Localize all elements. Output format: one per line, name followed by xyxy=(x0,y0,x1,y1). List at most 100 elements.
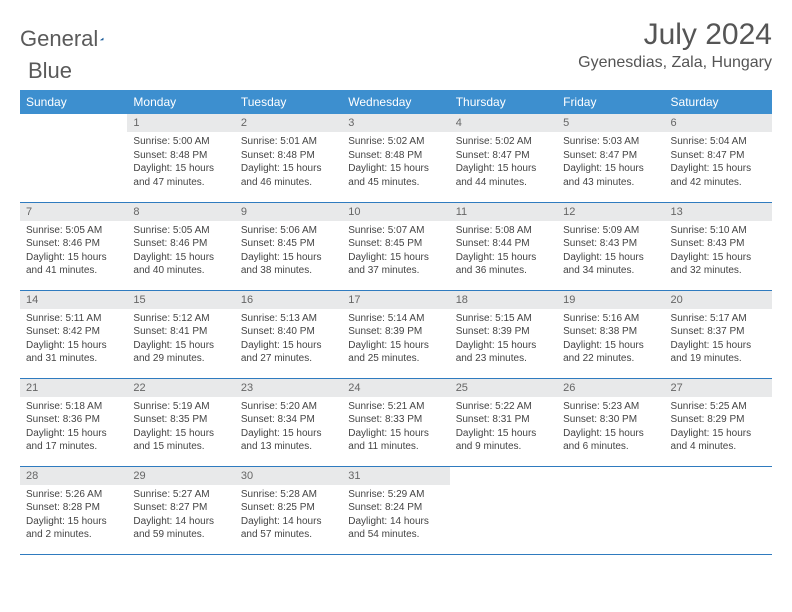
location: Gyenesdias, Zala, Hungary xyxy=(578,54,772,72)
calendar-day-cell: 8Sunrise: 5:05 AMSunset: 8:46 PMDaylight… xyxy=(127,202,234,290)
sunrise-line: Sunrise: 5:29 AM xyxy=(348,488,443,502)
sunset-line: Sunset: 8:38 PM xyxy=(563,325,658,339)
day-number: 23 xyxy=(235,379,342,397)
day-number: 8 xyxy=(127,203,234,221)
daylight-line: Daylight: 15 hours and 4 minutes. xyxy=(671,427,766,454)
day-number: 28 xyxy=(20,467,127,485)
weekday-header: Friday xyxy=(557,90,664,114)
sunrise-line: Sunrise: 5:13 AM xyxy=(241,312,336,326)
day-number: 11 xyxy=(450,203,557,221)
sunrise-line: Sunrise: 5:02 AM xyxy=(348,135,443,149)
calendar-day-cell: 31Sunrise: 5:29 AMSunset: 8:24 PMDayligh… xyxy=(342,466,449,554)
day-number: 30 xyxy=(235,467,342,485)
daylight-line: Daylight: 15 hours and 42 minutes. xyxy=(671,162,766,189)
daylight-line: Daylight: 15 hours and 23 minutes. xyxy=(456,339,551,366)
calendar-day-cell xyxy=(20,114,127,202)
sunset-line: Sunset: 8:48 PM xyxy=(348,149,443,163)
day-content: Sunrise: 5:04 AMSunset: 8:47 PMDaylight:… xyxy=(665,132,772,193)
sunset-line: Sunset: 8:43 PM xyxy=(671,237,766,251)
sunrise-line: Sunrise: 5:16 AM xyxy=(563,312,658,326)
day-number: 4 xyxy=(450,114,557,132)
daylight-line: Daylight: 15 hours and 31 minutes. xyxy=(26,339,121,366)
sunset-line: Sunset: 8:39 PM xyxy=(456,325,551,339)
daylight-line: Daylight: 15 hours and 34 minutes. xyxy=(563,251,658,278)
calendar-day-cell: 5Sunrise: 5:03 AMSunset: 8:47 PMDaylight… xyxy=(557,114,664,202)
daylight-line: Daylight: 15 hours and 11 minutes. xyxy=(348,427,443,454)
day-number: 21 xyxy=(20,379,127,397)
sunset-line: Sunset: 8:47 PM xyxy=(563,149,658,163)
daylight-line: Daylight: 15 hours and 46 minutes. xyxy=(241,162,336,189)
day-number: 12 xyxy=(557,203,664,221)
day-content: Sunrise: 5:17 AMSunset: 8:37 PMDaylight:… xyxy=(665,309,772,370)
daylight-line: Daylight: 15 hours and 13 minutes. xyxy=(241,427,336,454)
calendar-day-cell xyxy=(450,466,557,554)
day-number: 16 xyxy=(235,291,342,309)
sunset-line: Sunset: 8:33 PM xyxy=(348,413,443,427)
daylight-line: Daylight: 15 hours and 47 minutes. xyxy=(133,162,228,189)
sunset-line: Sunset: 8:34 PM xyxy=(241,413,336,427)
sunrise-line: Sunrise: 5:00 AM xyxy=(133,135,228,149)
calendar-day-cell: 28Sunrise: 5:26 AMSunset: 8:28 PMDayligh… xyxy=(20,466,127,554)
sunset-line: Sunset: 8:48 PM xyxy=(133,149,228,163)
day-content: Sunrise: 5:18 AMSunset: 8:36 PMDaylight:… xyxy=(20,397,127,458)
calendar-header-row: SundayMondayTuesdayWednesdayThursdayFrid… xyxy=(20,90,772,114)
month-title: July 2024 xyxy=(578,18,772,52)
daylight-line: Daylight: 15 hours and 32 minutes. xyxy=(671,251,766,278)
calendar-day-cell: 16Sunrise: 5:13 AMSunset: 8:40 PMDayligh… xyxy=(235,290,342,378)
calendar-day-cell: 6Sunrise: 5:04 AMSunset: 8:47 PMDaylight… xyxy=(665,114,772,202)
day-number: 1 xyxy=(127,114,234,132)
daylight-line: Daylight: 15 hours and 43 minutes. xyxy=(563,162,658,189)
calendar-day-cell: 20Sunrise: 5:17 AMSunset: 8:37 PMDayligh… xyxy=(665,290,772,378)
sunset-line: Sunset: 8:35 PM xyxy=(133,413,228,427)
calendar-day-cell: 12 Sunrise: 5:09 AMSunset: 8:43 PMDayligh… xyxy=(557,202,664,290)
calendar-day-cell: 26Sunrise: 5:23 AMSunset: 8:30 PMDayligh… xyxy=(557,378,664,466)
sunrise-line: Sunrise: 5:26 AM xyxy=(26,488,121,502)
sunrise-line: Sunrise: 5:02 AM xyxy=(456,135,551,149)
day-number: 7 xyxy=(20,203,127,221)
daylight-line: Daylight: 15 hours and 15 minutes. xyxy=(133,427,228,454)
sunset-line: Sunset: 8:47 PM xyxy=(671,149,766,163)
day-content: Sunrise: 5:00 AMSunset: 8:48 PMDaylight:… xyxy=(127,132,234,193)
day-content: Sunrise: 5:01 AMSunset: 8:48 PMDaylight:… xyxy=(235,132,342,193)
daylight-line: Daylight: 14 hours and 54 minutes. xyxy=(348,515,443,542)
calendar-week-row: 28Sunrise: 5:26 AMSunset: 8:28 PMDayligh… xyxy=(20,466,772,554)
weekday-header: Saturday xyxy=(665,90,772,114)
weekday-header: Thursday xyxy=(450,90,557,114)
daylight-line: Daylight: 15 hours and 44 minutes. xyxy=(456,162,551,189)
calendar-body: 1Sunrise: 5:00 AMSunset: 8:48 PMDaylight… xyxy=(20,114,772,554)
daylight-line: Daylight: 15 hours and 37 minutes. xyxy=(348,251,443,278)
weekday-header: Monday xyxy=(127,90,234,114)
weekday-header: Wednesday xyxy=(342,90,449,114)
day-content: Sunrise: 5:22 AMSunset: 8:31 PMDaylight:… xyxy=(450,397,557,458)
day-number: 19 xyxy=(557,291,664,309)
day-content: Sunrise: 5:26 AMSunset: 8:28 PMDaylight:… xyxy=(20,485,127,546)
calendar-day-cell xyxy=(665,466,772,554)
day-content: Sunrise: 5:05 AMSunset: 8:46 PMDaylight:… xyxy=(127,221,234,282)
day-content: Sunrise: 5:07 AMSunset: 8:45 PMDaylight:… xyxy=(342,221,449,282)
calendar-day-cell: 19Sunrise: 5:16 AMSunset: 8:38 PMDayligh… xyxy=(557,290,664,378)
calendar-week-row: 14Sunrise: 5:11 AMSunset: 8:42 PMDayligh… xyxy=(20,290,772,378)
sunset-line: Sunset: 8:44 PM xyxy=(456,237,551,251)
sunset-line: Sunset: 8:39 PM xyxy=(348,325,443,339)
daylight-line: Daylight: 15 hours and 41 minutes. xyxy=(26,251,121,278)
calendar-week-row: 1Sunrise: 5:00 AMSunset: 8:48 PMDaylight… xyxy=(20,114,772,202)
sunset-line: Sunset: 8:45 PM xyxy=(241,237,336,251)
calendar-day-cell: 24Sunrise: 5:21 AMSunset: 8:33 PMDayligh… xyxy=(342,378,449,466)
day-number: 10 xyxy=(342,203,449,221)
sunset-line: Sunset: 8:48 PM xyxy=(241,149,336,163)
day-content: Sunrise: 5:21 AMSunset: 8:33 PMDaylight:… xyxy=(342,397,449,458)
calendar-day-cell: 2Sunrise: 5:01 AMSunset: 8:48 PMDaylight… xyxy=(235,114,342,202)
sunset-line: Sunset: 8:43 PM xyxy=(563,237,658,251)
sunrise-line: Sunrise: 5:09 AM xyxy=(563,224,658,238)
day-number: 29 xyxy=(127,467,234,485)
calendar-day-cell: 13Sunrise: 5:10 AMSunset: 8:43 PMDayligh… xyxy=(665,202,772,290)
daylight-line: Daylight: 15 hours and 36 minutes. xyxy=(456,251,551,278)
logo-text-general: General xyxy=(20,26,98,52)
logo: General xyxy=(20,26,124,52)
calendar-day-cell: 1Sunrise: 5:00 AMSunset: 8:48 PMDaylight… xyxy=(127,114,234,202)
daylight-line: Daylight: 15 hours and 25 minutes. xyxy=(348,339,443,366)
sunrise-line: Sunrise: 5:08 AM xyxy=(456,224,551,238)
day-content: Sunrise: 5:10 AMSunset: 8:43 PMDaylight:… xyxy=(665,221,772,282)
sunrise-line: Sunrise: 5:14 AM xyxy=(348,312,443,326)
sunset-line: Sunset: 8:46 PM xyxy=(133,237,228,251)
